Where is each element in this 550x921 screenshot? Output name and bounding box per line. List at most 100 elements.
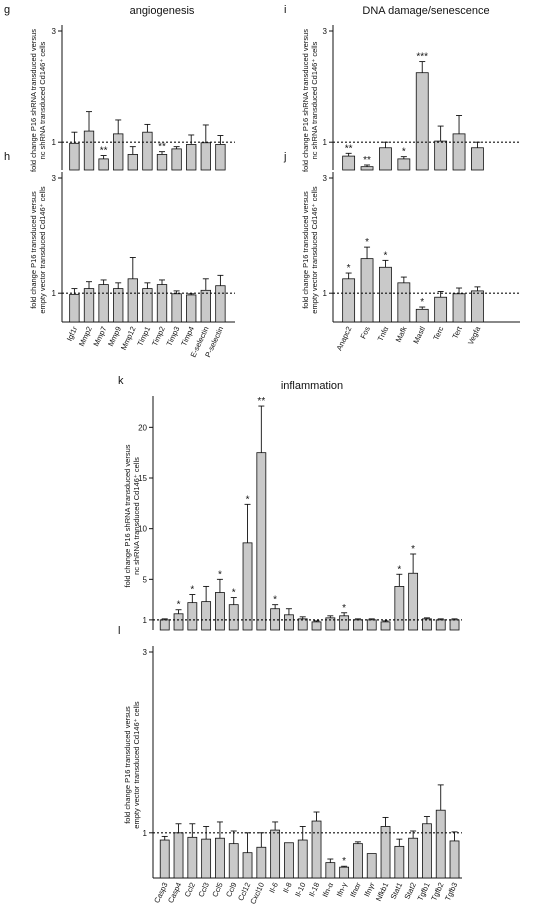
bar-Mmp12: [127, 278, 138, 323]
panel-letter-j: j: [283, 151, 286, 163]
bar-Nfkb1: [380, 826, 391, 879]
bar-Timp2: [156, 284, 168, 323]
bar-Tnfα: [379, 266, 392, 323]
significance-marker: ***: [416, 52, 428, 63]
bar-Timp3: [171, 293, 182, 323]
significance-marker: **: [363, 155, 371, 166]
x-tick-label: Ifn-α: [321, 880, 336, 898]
y-tick-label: 3: [143, 648, 148, 657]
bar-Il-10: [297, 839, 308, 879]
bar-Ifn-γ: [339, 866, 350, 879]
y-tick-label: 10: [138, 525, 147, 534]
bar-Tgfb1: [422, 823, 432, 879]
x-tick-label: Ifnαr: [348, 881, 363, 899]
bar-P-selectin: [215, 144, 226, 171]
bar-Vegfa: [471, 290, 484, 323]
bar-Ccl3: [201, 838, 212, 879]
y-axis-label: nc shRNA transduced Cd146⁺ cells: [38, 41, 47, 159]
y-tick-label: 1: [143, 616, 148, 625]
chart-panel-l: l 1 3 fold change P16 transduced versus empt…: [118, 625, 462, 906]
y-axis-label: fold change P16 shRNA transduced versus: [29, 29, 38, 172]
bar-Cxcl10: [256, 846, 267, 879]
y-axis-label: empty vector transduced Cd146⁺ cells: [132, 701, 141, 829]
x-tick-label: Vegfa: [466, 324, 483, 346]
bar-Ccl3: [201, 601, 212, 631]
bar-P-selectin: [215, 285, 226, 323]
bar-E-selectin: [200, 142, 211, 171]
bar-Ccl12: [242, 542, 253, 631]
chart-panel-h: h 1 3 fold change P16 transduced versus empt…: [4, 151, 235, 359]
y-tick-label: 1: [143, 829, 148, 838]
x-tick-label: Anapc2: [335, 325, 354, 352]
bar-Mastl: [415, 72, 429, 171]
y-tick-label: 3: [323, 174, 328, 183]
bar-Timp4: [186, 144, 197, 171]
panel-letter-i: i: [284, 4, 286, 16]
significance-marker: *: [246, 494, 250, 505]
x-tick-label: Il-18: [307, 881, 321, 898]
x-tick-label: Mastl: [411, 325, 427, 345]
bar-Ccl5: [215, 592, 225, 631]
significance-marker: *: [342, 856, 346, 867]
x-tick-label: Terc: [431, 325, 445, 342]
bar-Il-6: [270, 829, 281, 879]
bar-Timp4: [186, 294, 197, 323]
significance-marker: *: [190, 585, 194, 596]
x-tick-label: Ccl3: [196, 881, 211, 898]
bar-Ccl5: [215, 837, 225, 879]
bar-Anapc2: [342, 278, 356, 323]
x-tick-label: Ccl5: [210, 881, 225, 898]
bar-Anapc2: [342, 155, 356, 171]
bar-Mastl: [415, 308, 429, 323]
bar-Tgfb2: [435, 809, 446, 879]
charts-layer: g 1 3 fold change P16 shRNA transduced vers…: [4, 4, 520, 906]
significance-marker: *: [342, 603, 346, 614]
bar-Mmp12: [127, 154, 138, 171]
x-tick-label: Ifn-γ: [335, 881, 349, 898]
bar-Casp3: [159, 619, 170, 631]
panel-letter-h: h: [4, 151, 10, 163]
y-axis-label: empty vector transduced Cd146⁺ cells: [38, 186, 47, 314]
bar-Ccl9: [228, 843, 239, 879]
panel-letter-k: k: [118, 375, 124, 387]
significance-marker: *: [218, 569, 222, 580]
y-axis-label: nc shRNA transduced Cd146⁺ cells: [132, 457, 141, 575]
bar-Nfkb1: [380, 621, 391, 631]
bar-Casp4: [173, 832, 184, 879]
y-axis-label: fold change P16 shRNA transduced versus: [123, 444, 132, 587]
bar-Tgfb3: [449, 619, 460, 631]
bar-Mmp7: [98, 284, 109, 323]
significance-marker: *: [383, 250, 387, 261]
x-tick-label: Fos: [358, 325, 372, 340]
x-tick-label: Il-6: [267, 881, 280, 894]
y-axis-label: nc shRNA transduced Cd146⁺ cells: [310, 41, 319, 159]
significance-marker: **: [158, 142, 166, 153]
significance-marker: *: [402, 147, 406, 158]
section-title-angiogenesis: angiogenesis: [130, 5, 195, 17]
x-tick-label: Mafk: [394, 325, 409, 344]
chart-panel-j: j 1 3 fold change P16 transduced versus empt…: [283, 151, 520, 352]
bar-Tert: [452, 293, 466, 323]
bar-Fos: [360, 258, 374, 323]
bar-Stat2: [408, 572, 419, 631]
bar-Stat2: [408, 837, 419, 879]
bar-Mafk: [397, 158, 411, 171]
y-axis-label: fold change P16 transduced versus: [29, 191, 38, 309]
x-tick-label: Tnfα: [376, 324, 391, 342]
bar-Ifn-α: [325, 862, 336, 879]
panel-letter-g: g: [4, 4, 10, 16]
bar-Timp2: [156, 154, 168, 171]
bar-Ccl2: [187, 602, 198, 631]
significance-marker: **: [345, 143, 353, 154]
y-tick-label: 1: [52, 138, 57, 147]
x-tick-label: Il-10: [293, 881, 307, 898]
bar-Timp3: [171, 148, 182, 171]
x-tick-label: Tert: [450, 324, 464, 340]
bar-Igf1r: [69, 293, 80, 323]
significance-marker: *: [232, 588, 236, 599]
bar-Mafk: [397, 282, 411, 323]
bar-Timp1: [142, 131, 153, 171]
y-axis-label: empty vector transduced Cd146⁺ cells: [310, 186, 319, 314]
bar-Mmp7: [98, 158, 109, 171]
